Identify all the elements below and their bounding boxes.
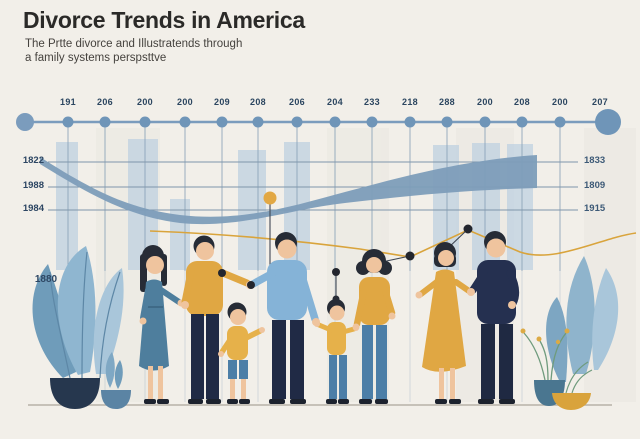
x-tick-label: 191 bbox=[60, 97, 76, 107]
x-tick-label: 208 bbox=[514, 97, 530, 107]
page-subtitle: The Prtte divorce and Illustratends thro… bbox=[25, 38, 242, 65]
x-tick-label: 200 bbox=[177, 97, 193, 107]
x-tick-label: 204 bbox=[327, 97, 343, 107]
timeline-dots bbox=[62, 116, 566, 128]
black-node bbox=[218, 269, 226, 277]
plant-right bbox=[520, 256, 619, 410]
y-axis-right-label: 1915 bbox=[584, 203, 606, 214]
x-tick-label: 207 bbox=[592, 97, 608, 107]
x-tick-label: 233 bbox=[364, 97, 380, 107]
x-tick-label: 206 bbox=[289, 97, 305, 107]
y-axis-right-label: 1809 bbox=[584, 180, 606, 191]
x-tick-label: 200 bbox=[552, 97, 568, 107]
family-figures bbox=[139, 231, 520, 404]
plant-bowl-mustard bbox=[552, 393, 591, 410]
y-axis-left-label: 1822 bbox=[22, 155, 44, 166]
figure-man-blue bbox=[246, 232, 320, 404]
figure-boy bbox=[218, 302, 265, 404]
figure-woman-dress bbox=[415, 242, 475, 404]
flower-buds bbox=[520, 328, 570, 345]
figure-man-navy bbox=[467, 231, 520, 404]
black-node bbox=[463, 224, 473, 234]
plant-pot-navy bbox=[50, 378, 100, 409]
figure-man-mustard bbox=[181, 235, 254, 404]
x-tick-label: 209 bbox=[214, 97, 230, 107]
x-tick-label: 200 bbox=[477, 97, 493, 107]
plant-left bbox=[32, 246, 131, 409]
black-node bbox=[332, 268, 340, 276]
timeline-end-node bbox=[595, 109, 621, 135]
black-node bbox=[405, 251, 415, 261]
plant-pot-small bbox=[101, 390, 131, 409]
page-title: Divorce Trends in America bbox=[23, 7, 305, 33]
figure-woman-teal bbox=[139, 245, 185, 404]
x-tick-label: 288 bbox=[439, 97, 455, 107]
connection-line-yellow bbox=[149, 229, 637, 258]
subtitle-line-2: a family systems perspsttve bbox=[25, 51, 167, 64]
floating-year-label: 1880 bbox=[34, 274, 58, 285]
timeline bbox=[16, 109, 621, 135]
timeline-start-node bbox=[16, 113, 34, 131]
x-tick-label: 218 bbox=[402, 97, 418, 107]
trend-curve bbox=[40, 155, 537, 225]
y-axis-left-label: 1984 bbox=[22, 203, 44, 214]
network-nodes bbox=[218, 191, 473, 289]
subtitle-line-1: The Prtte divorce and Illustratends thro… bbox=[25, 38, 243, 50]
figure-woman-curly bbox=[352, 249, 396, 404]
yellow-node bbox=[263, 191, 277, 205]
x-tick-label: 206 bbox=[97, 97, 113, 107]
x-tick-label: 200 bbox=[137, 97, 153, 107]
black-node bbox=[247, 281, 255, 289]
figure-girl bbox=[314, 295, 359, 404]
y-axis-left-label: 1988 bbox=[22, 180, 44, 191]
y-axis-right-label: 1833 bbox=[584, 155, 606, 166]
x-tick-label: 208 bbox=[250, 97, 266, 107]
